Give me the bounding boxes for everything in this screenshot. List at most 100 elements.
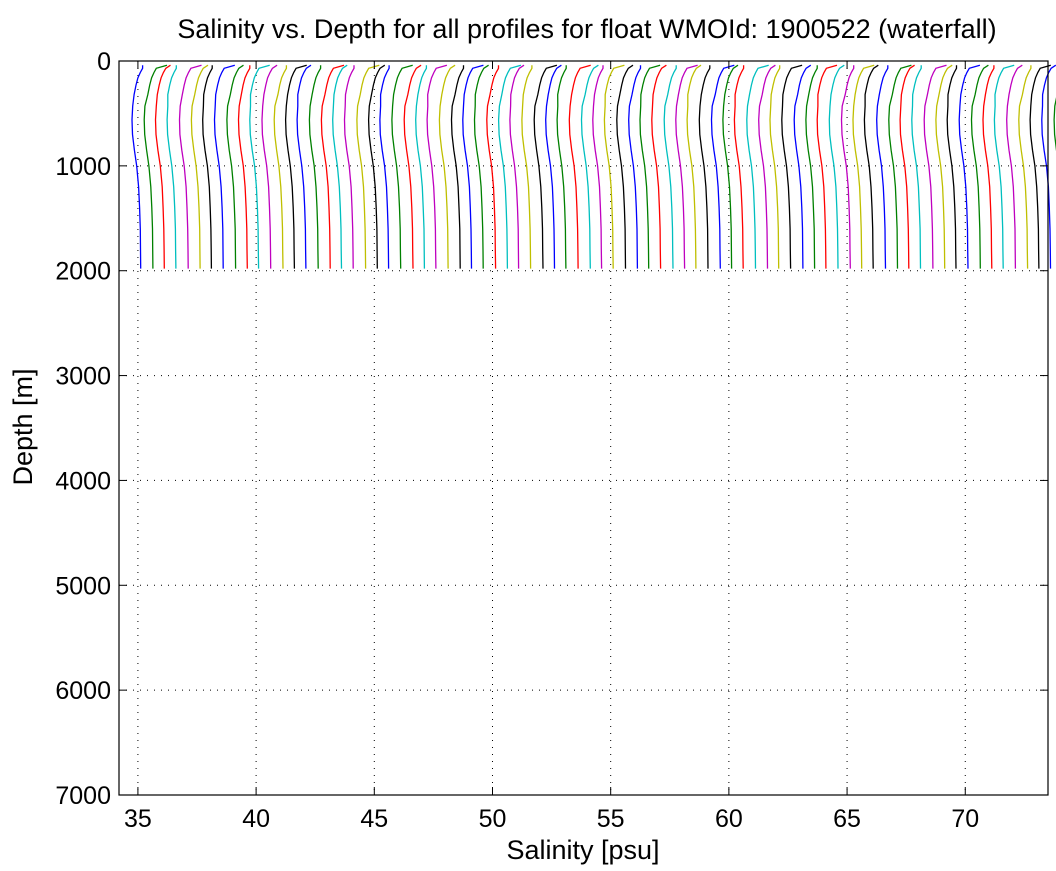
y-tick-label: 2000 bbox=[55, 258, 111, 286]
x-tick-label: 70 bbox=[951, 805, 979, 833]
x-tick-label: 40 bbox=[242, 805, 270, 833]
plot-frame bbox=[118, 60, 1049, 796]
profile-line bbox=[993, 64, 1015, 269]
profile-line bbox=[473, 64, 489, 269]
tick-marks bbox=[119, 60, 1048, 796]
profile-line bbox=[592, 65, 604, 269]
profile-line bbox=[426, 64, 448, 269]
x-tick-label: 65 bbox=[833, 805, 861, 833]
x-tick-label: 45 bbox=[360, 805, 388, 833]
profile-line bbox=[509, 64, 525, 269]
y-tick-label: 1000 bbox=[55, 153, 111, 181]
profile-line bbox=[722, 64, 739, 269]
grid-lines bbox=[119, 60, 1048, 796]
x-tick-label: 35 bbox=[124, 805, 152, 833]
profile-line bbox=[1041, 64, 1056, 269]
profile-line bbox=[166, 65, 177, 269]
profile-line bbox=[462, 64, 484, 269]
profile-line bbox=[131, 65, 144, 269]
profile-line bbox=[545, 64, 562, 269]
profile-line bbox=[616, 64, 634, 269]
profiles bbox=[131, 64, 1056, 269]
profile-line bbox=[202, 65, 213, 269]
profile-line bbox=[308, 65, 322, 269]
y-tick-label: 4000 bbox=[55, 467, 111, 495]
profile-line bbox=[226, 64, 244, 269]
profile-line bbox=[876, 65, 889, 269]
profile-line bbox=[651, 64, 667, 269]
profile-line bbox=[946, 65, 958, 269]
profile-line bbox=[816, 64, 838, 269]
profile-line bbox=[178, 64, 202, 269]
profile-line bbox=[733, 65, 745, 269]
y-tick-label: 7000 bbox=[55, 782, 111, 810]
profile-line bbox=[769, 65, 781, 269]
y-tick-label: 0 bbox=[97, 48, 111, 76]
profile-line bbox=[805, 65, 818, 269]
profile-line bbox=[793, 64, 812, 269]
profile-line bbox=[356, 64, 380, 269]
profile-line bbox=[284, 64, 307, 269]
profile-line bbox=[628, 65, 642, 269]
profile-line bbox=[970, 64, 989, 269]
profile-line bbox=[521, 65, 533, 269]
profile-line bbox=[923, 64, 947, 269]
profile-line bbox=[237, 65, 251, 269]
profile-line bbox=[603, 64, 625, 269]
y-tick-label: 3000 bbox=[55, 363, 111, 391]
profile-line bbox=[143, 64, 168, 269]
profile-line bbox=[438, 64, 456, 269]
y-tick-labels: 0 1000 2000 3000 4000 5000 6000 7000 bbox=[55, 48, 111, 810]
profile-line bbox=[415, 65, 428, 269]
x-tick-label: 50 bbox=[479, 805, 507, 833]
x-axis-label: Salinity [psu] bbox=[506, 835, 659, 865]
profile-line bbox=[190, 64, 209, 269]
profile-line bbox=[379, 65, 390, 269]
profile-line bbox=[497, 64, 522, 269]
profile-line bbox=[639, 64, 661, 269]
profile-line bbox=[1053, 97, 1056, 152]
x-tick-label: 55 bbox=[597, 805, 625, 833]
profile-line bbox=[556, 65, 567, 269]
profile-line bbox=[710, 64, 735, 269]
profile-line bbox=[1006, 64, 1023, 269]
profile-line bbox=[758, 64, 776, 269]
x-tick-labels: 35 40 45 50 55 60 65 70 bbox=[124, 805, 979, 833]
profile-line bbox=[403, 64, 422, 269]
y-tick-label: 6000 bbox=[55, 677, 111, 705]
profile-line bbox=[852, 64, 875, 269]
profile-line bbox=[343, 65, 355, 269]
profile-line bbox=[1029, 64, 1051, 269]
profile-line bbox=[213, 64, 235, 269]
profile-line bbox=[899, 64, 915, 269]
profile-line bbox=[367, 64, 386, 269]
x-tick-label: 60 bbox=[715, 805, 743, 833]
profile-line bbox=[863, 64, 879, 269]
profile-line bbox=[486, 65, 500, 269]
profile-line bbox=[261, 64, 278, 269]
profile-line bbox=[911, 65, 922, 269]
profile-line bbox=[781, 64, 803, 269]
profile-line bbox=[698, 65, 711, 269]
profile-line bbox=[888, 64, 912, 269]
profile-line bbox=[746, 64, 769, 269]
profile-line bbox=[935, 64, 953, 269]
profile-line bbox=[450, 65, 465, 269]
profile-line bbox=[154, 64, 171, 269]
y-axis-label: Depth [m] bbox=[8, 368, 38, 485]
profile-line bbox=[675, 64, 698, 269]
profile-line bbox=[296, 64, 312, 269]
profile-line bbox=[391, 64, 413, 269]
profile-line bbox=[663, 65, 677, 269]
profile-line bbox=[840, 65, 855, 269]
profile-line bbox=[982, 65, 995, 269]
profile-line bbox=[533, 64, 558, 269]
profile-line bbox=[580, 64, 599, 269]
profile-line bbox=[273, 65, 288, 269]
profile-line bbox=[828, 64, 845, 269]
profile-line bbox=[332, 64, 348, 269]
y-tick-label: 5000 bbox=[55, 572, 111, 600]
profile-line bbox=[568, 64, 591, 269]
profile-line bbox=[958, 64, 981, 269]
